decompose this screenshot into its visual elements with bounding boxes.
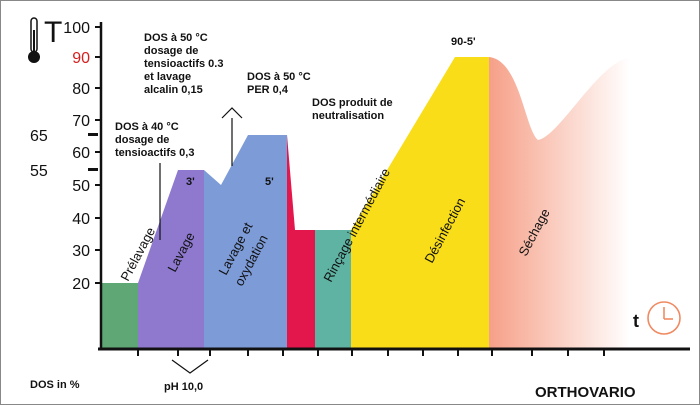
note-dos-50a-line3: tensioactifs 0.3	[144, 58, 223, 70]
side-mark-55-dash	[88, 168, 98, 171]
note-dos-40-line1: DOS à 40 °C	[115, 121, 179, 133]
side-mark-65-dash	[88, 133, 98, 136]
x-axis-ticks	[137, 349, 605, 356]
ph-bracket	[171, 359, 209, 374]
note-dos-50a-line4: et lavage	[144, 71, 191, 83]
dos-percent-label: DOS in %	[30, 379, 80, 391]
phase-sechage-shape	[489, 57, 630, 348]
note-dos-50a-line2: dosage de	[144, 45, 198, 57]
y-tick-40: 40	[72, 211, 90, 228]
note-dos-50b-line1: DOS à 50 °C	[247, 71, 311, 83]
note-dos-50a-line5: alcalin 0,15	[144, 84, 203, 96]
y-tick-80: 80	[72, 81, 90, 98]
phase-desinfection-shape	[351, 57, 489, 348]
y-tick-20: 20	[72, 276, 90, 293]
phase-lavage-shape	[138, 170, 204, 348]
side-mark-65: 65	[30, 128, 48, 145]
note-dos-50b-line2: PER 0,4	[247, 84, 289, 96]
side-mark-55: 55	[30, 163, 48, 180]
x-axis-symbol: t	[633, 311, 639, 331]
note-dos-40-line3: tensioactifs 0,3	[115, 147, 194, 159]
y-tick-90: 90	[72, 50, 90, 67]
phase-oxydation-shape	[204, 135, 287, 348]
phase-prelavage-shape	[101, 283, 138, 348]
y-axis-ticks	[95, 26, 101, 284]
note-dos-50a-line1: DOS à 50 °C	[144, 32, 208, 44]
note-dos-50a-bracket	[221, 107, 243, 119]
y-tick-60: 60	[72, 145, 90, 162]
y-tick-50: 50	[72, 178, 90, 195]
y-tick-30: 30	[72, 243, 90, 260]
thermometer-icon	[28, 17, 40, 63]
time-desinfection: 90-5'	[451, 36, 476, 48]
note-neutralisation-line1: DOS produit de	[312, 97, 393, 109]
phase-neutralisation-shape	[287, 135, 315, 348]
brand-name: ORTHOVARIO	[535, 384, 636, 401]
y-tick-70: 70	[72, 113, 90, 130]
time-oxydation: 5'	[265, 176, 274, 188]
y-tick-100: 100	[63, 20, 90, 37]
note-dos-40-line2: dosage de	[115, 134, 169, 146]
y-axis-symbol: T	[44, 16, 62, 49]
clock-icon	[647, 301, 681, 335]
phase-rincage-shape	[315, 230, 351, 348]
time-lavage: 3'	[186, 176, 195, 188]
ph-label: pH 10,0	[164, 381, 203, 393]
note-neutralisation-line2: neutralisation	[312, 110, 384, 122]
